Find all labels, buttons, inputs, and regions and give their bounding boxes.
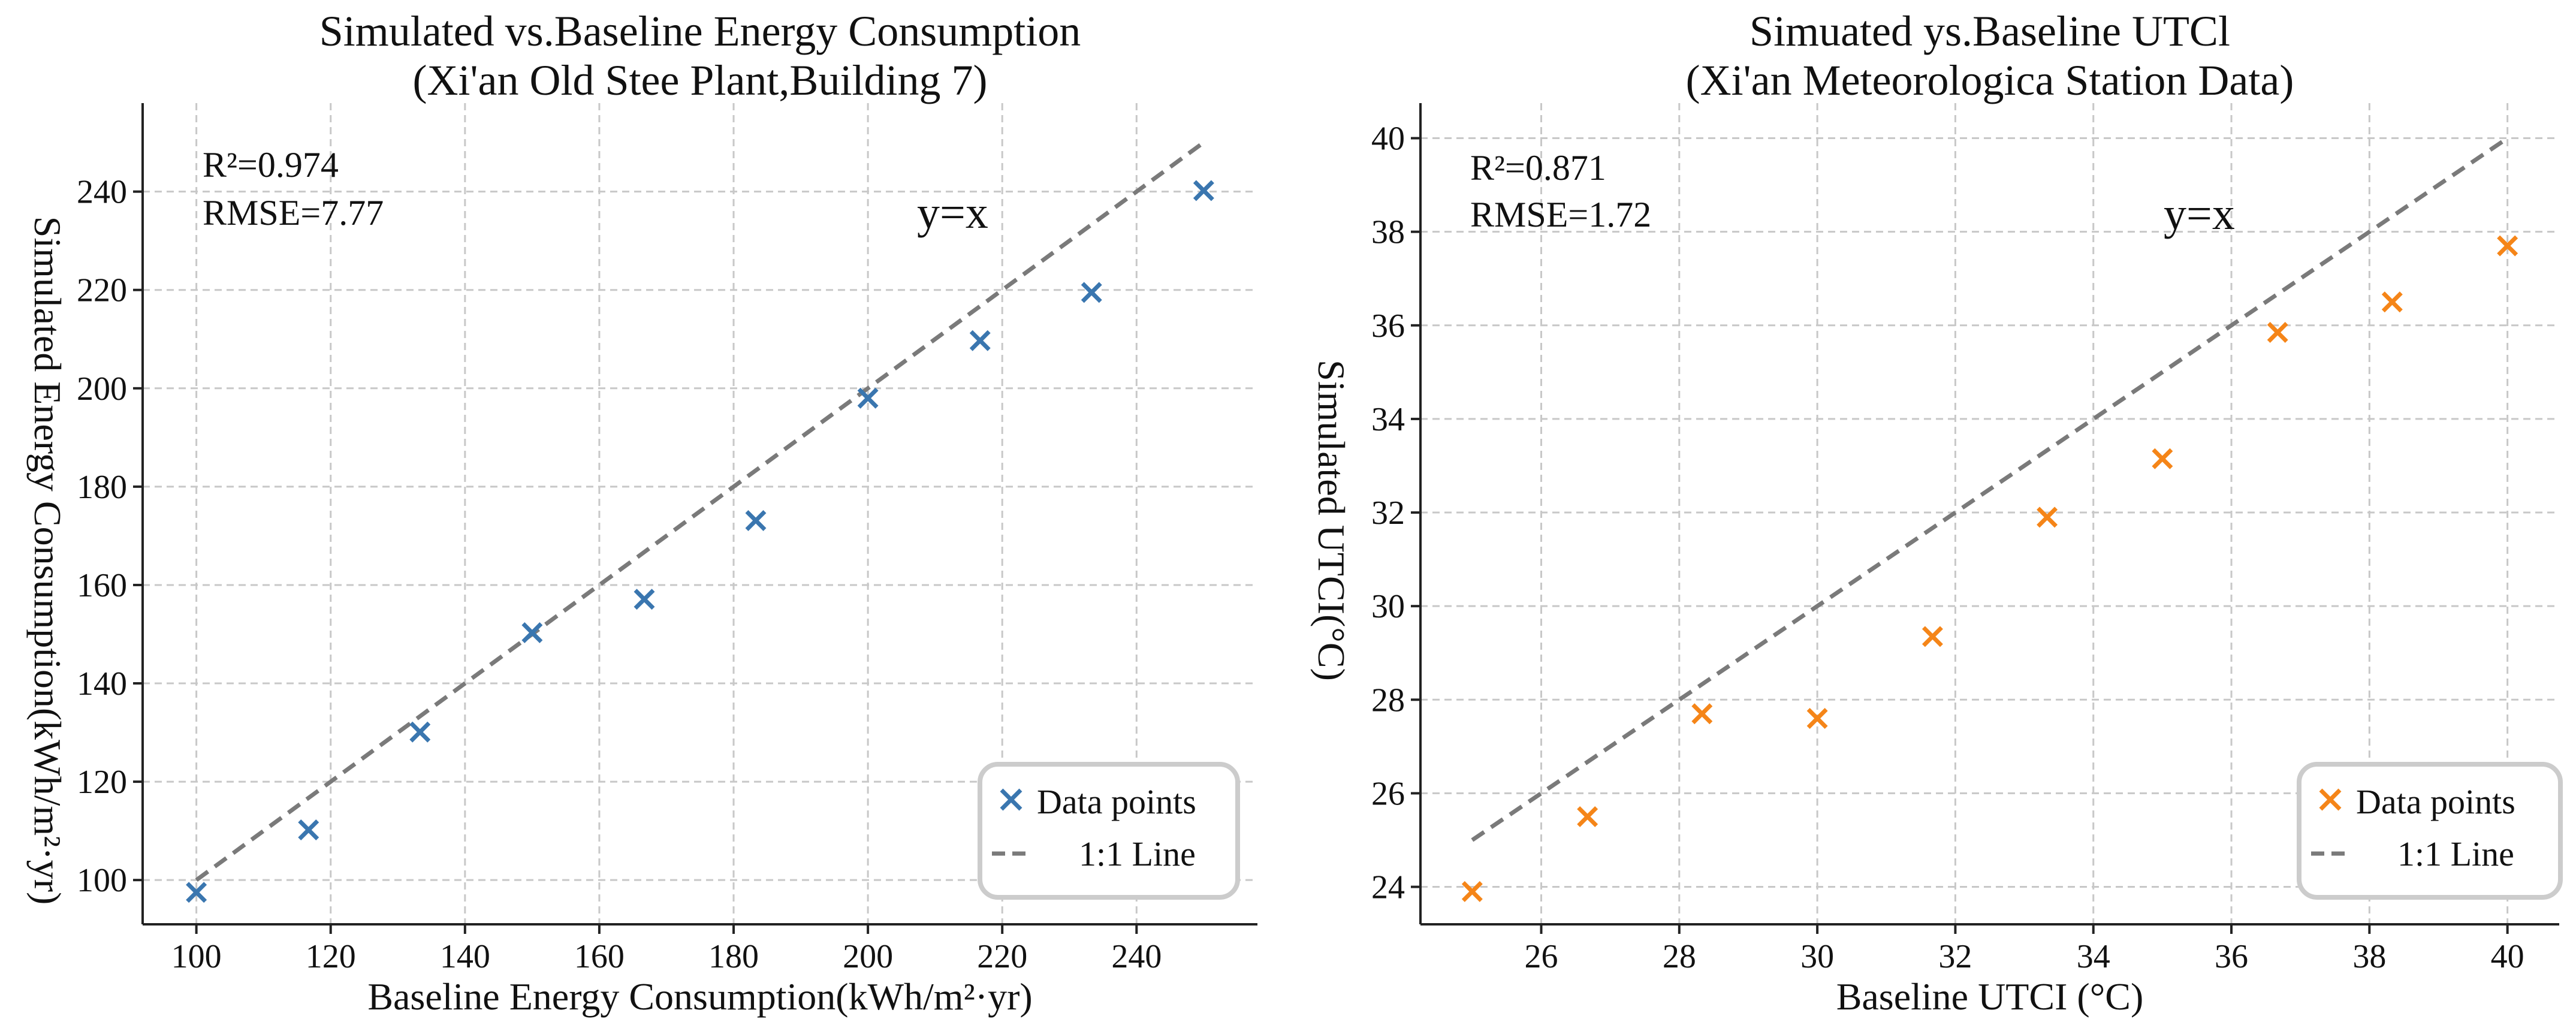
y-tick-label: 240: [77, 174, 127, 211]
legend-marker-data-points: [2319, 788, 2342, 811]
x-tick-label: 36: [2215, 938, 2248, 975]
y-tick-label: 200: [77, 370, 127, 408]
data-point: [634, 589, 655, 610]
legend-label-identity-line: 1:1 Line: [1079, 834, 1196, 873]
identity-line: [195, 140, 1205, 882]
data-points-layer: [1461, 235, 2518, 902]
data-point: [1461, 881, 1483, 902]
data-point: [1193, 180, 1214, 201]
y-tick-label: 38: [1371, 214, 1405, 251]
x-tick-label: 120: [306, 938, 356, 975]
x-tick-label: 40: [2491, 938, 2524, 975]
data-point: [1691, 703, 1713, 725]
y-tick-label: 30: [1371, 588, 1405, 625]
r-squared-annotation: R²=0.871: [1470, 148, 1606, 188]
legend-label-data-points: Data points: [2356, 782, 2515, 821]
x-axis-label: Baseline UTCI (°C): [1836, 975, 2144, 1018]
x-tick-label: 26: [1525, 938, 1558, 975]
utci-chart: Simuated ys.Baseline UTCl (Xi'an Meteoro…: [1310, 7, 2563, 1018]
r-squared-annotation: R²=0.974: [203, 145, 339, 185]
y-tick-label: 40: [1371, 120, 1405, 158]
data-point: [1922, 626, 1943, 647]
identity-line-layer: [195, 140, 1205, 882]
y-tick-label: 120: [77, 764, 127, 801]
energy-chart: Simulated vs.Baseline Energy Consumption…: [26, 7, 1257, 1018]
chart-title-line2: (Xi'an Meteorologica Station Data): [1686, 56, 2294, 104]
data-point: [2037, 507, 2058, 528]
identity-line-layer: [1471, 136, 2509, 842]
chart-title-line1: Simulated vs.Baseline Energy Consumption: [319, 7, 1081, 55]
data-point: [298, 819, 319, 840]
x-tick-label: 32: [1938, 938, 1972, 975]
x-axis-label: Baseline Energy Consumption(kWh/m²·yr): [367, 975, 1032, 1018]
identity-line-label: y=x: [917, 188, 988, 238]
x-tick-label: 28: [1663, 938, 1696, 975]
data-point: [409, 721, 431, 743]
data-point: [857, 387, 879, 409]
chart-title-line1: Simuated ys.Baseline UTCl: [1749, 7, 2230, 55]
y-tick-label: 24: [1371, 869, 1405, 906]
y-tick-label: 100: [77, 862, 127, 899]
data-point: [745, 510, 767, 531]
data-point: [186, 882, 207, 903]
x-tick-label: 180: [708, 938, 759, 975]
y-tick-label: 34: [1371, 401, 1405, 438]
rmse-annotation: RMSE=1.72: [1470, 195, 1651, 234]
data-point: [969, 330, 991, 351]
y-tick-label: 26: [1371, 775, 1405, 812]
data-point: [2267, 322, 2288, 343]
identity-line-label: y=x: [2164, 189, 2235, 239]
legend-label-identity-line: 1:1 Line: [2397, 834, 2514, 873]
y-tick-label: 36: [1371, 308, 1405, 345]
axes: [1411, 103, 2559, 934]
x-tick-label: 240: [1111, 938, 1162, 975]
legend-frame: [2297, 762, 2563, 900]
x-tick-label: 200: [843, 938, 893, 975]
legend: Data points 1:1 Line: [2297, 762, 2563, 900]
y-axis-label: Simulated Energy Consumption(kWh/m²·yr): [26, 216, 69, 905]
data-point: [2152, 448, 2173, 469]
data-point: [521, 622, 543, 644]
legend-label-data-points: Data points: [1037, 782, 1196, 821]
grid-lines: [143, 103, 1257, 924]
x-tick-label: 38: [2352, 938, 2386, 975]
y-tick-label: 160: [77, 567, 127, 604]
data-points-layer: [186, 180, 1214, 903]
x-tick-label: 220: [977, 938, 1027, 975]
y-tick-label: 32: [1371, 495, 1405, 532]
tick-labels: 26 28 30 32 34 36 38 40 24 26 28 30 32 34 36 38 40: [1371, 120, 2524, 975]
x-tick-label: 160: [574, 938, 625, 975]
y-tick-label: 28: [1371, 682, 1405, 719]
legend-marker-data-points: [1000, 788, 1022, 811]
data-point: [2497, 235, 2518, 257]
x-tick-label: 34: [2077, 938, 2110, 975]
y-axis-label: Simulated UTCI(°C): [1310, 360, 1353, 681]
axes: [133, 103, 1257, 934]
x-tick-label: 100: [171, 938, 222, 975]
data-point: [1577, 806, 1598, 827]
identity-line: [1471, 136, 2509, 842]
legend-frame: [978, 762, 1240, 900]
data-point: [1806, 708, 1828, 729]
y-tick-label: 140: [77, 665, 127, 703]
rmse-annotation: RMSE=7.77: [203, 193, 384, 233]
x-tick-label: 140: [440, 938, 490, 975]
data-point: [1081, 282, 1102, 303]
tick-labels: 100 120 140 160 180 200 220 240 100 120 140 160 180 2…: [77, 174, 1162, 975]
y-tick-label: 220: [77, 272, 127, 309]
x-tick-label: 30: [1800, 938, 1834, 975]
data-point: [2381, 291, 2403, 313]
legend: Data points 1:1 Line: [978, 762, 1240, 900]
chart-title-line2: (Xi'an Old Stee Plant,Building 7): [413, 56, 988, 104]
y-tick-label: 180: [77, 469, 127, 506]
